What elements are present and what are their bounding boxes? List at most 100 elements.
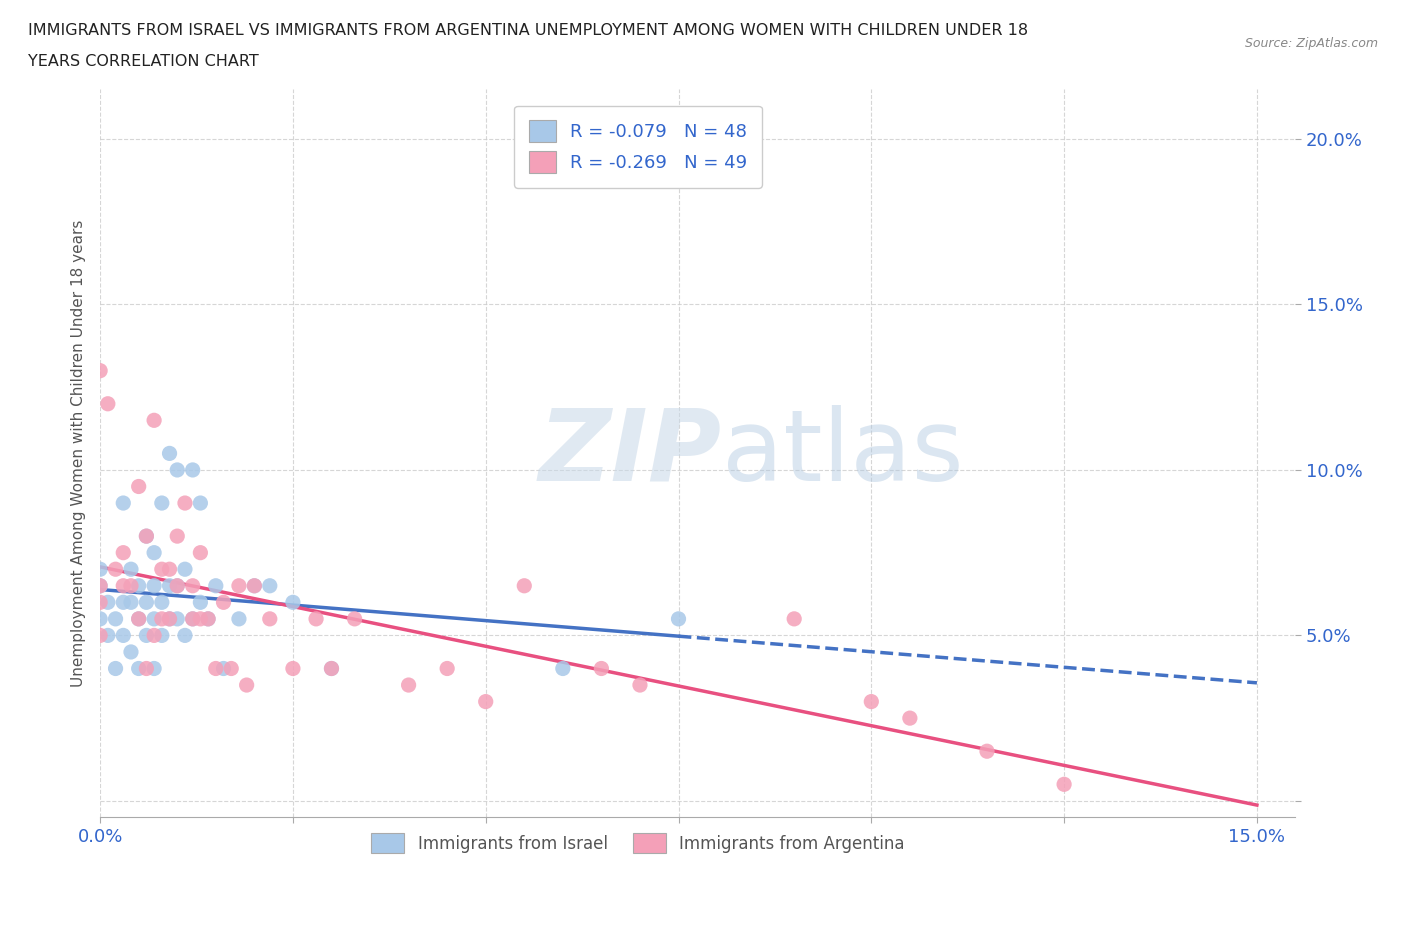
Point <box>89 595 111 610</box>
Point <box>219 661 242 676</box>
Point <box>783 611 806 626</box>
Point <box>513 578 536 593</box>
Point <box>668 611 690 626</box>
Point <box>89 578 111 593</box>
Point <box>150 611 173 626</box>
Point <box>150 562 173 577</box>
Point <box>166 578 188 593</box>
Point <box>190 611 212 626</box>
Point <box>128 578 150 593</box>
Point <box>166 611 188 626</box>
Point <box>89 611 111 626</box>
Point <box>112 496 135 511</box>
Point <box>591 661 613 676</box>
Point <box>228 578 250 593</box>
Point <box>143 628 166 643</box>
Point <box>159 611 181 626</box>
Point <box>120 578 142 593</box>
Point <box>143 578 166 593</box>
Point <box>860 694 883 709</box>
Point <box>235 678 257 693</box>
Point <box>159 578 181 593</box>
Point <box>281 595 304 610</box>
Point <box>181 611 204 626</box>
Point <box>181 578 204 593</box>
Point <box>143 545 166 560</box>
Point <box>228 611 250 626</box>
Point <box>104 562 127 577</box>
Point <box>343 611 366 626</box>
Point <box>120 644 142 659</box>
Point <box>143 611 166 626</box>
Point <box>128 611 150 626</box>
Point <box>135 595 157 610</box>
Point <box>159 446 181 461</box>
Point <box>150 496 173 511</box>
Point <box>112 545 135 560</box>
Point <box>259 578 281 593</box>
Point <box>135 528 157 543</box>
Point <box>628 678 651 693</box>
Point <box>281 661 304 676</box>
Point <box>159 562 181 577</box>
Point <box>143 661 166 676</box>
Point <box>551 661 574 676</box>
Point <box>166 528 188 543</box>
Point <box>259 611 281 626</box>
Point <box>135 528 157 543</box>
Point <box>128 479 150 494</box>
Point <box>321 661 343 676</box>
Text: IMMIGRANTS FROM ISRAEL VS IMMIGRANTS FROM ARGENTINA UNEMPLOYMENT AMONG WOMEN WIT: IMMIGRANTS FROM ISRAEL VS IMMIGRANTS FRO… <box>28 23 1028 38</box>
Text: Source: ZipAtlas.com: Source: ZipAtlas.com <box>1244 37 1378 50</box>
Point <box>204 578 226 593</box>
Point <box>204 661 226 676</box>
Point <box>97 595 120 610</box>
Point <box>104 611 127 626</box>
Point <box>1053 777 1076 791</box>
Point <box>166 462 188 477</box>
Point <box>104 661 127 676</box>
Point <box>174 496 197 511</box>
Point <box>89 578 111 593</box>
Point <box>150 595 173 610</box>
Point <box>112 578 135 593</box>
Point <box>976 744 998 759</box>
Point <box>190 545 212 560</box>
Point <box>89 562 111 577</box>
Legend: Immigrants from Israel, Immigrants from Argentina: Immigrants from Israel, Immigrants from … <box>364 827 911 860</box>
Point <box>190 595 212 610</box>
Point <box>181 462 204 477</box>
Point <box>181 611 204 626</box>
Text: YEARS CORRELATION CHART: YEARS CORRELATION CHART <box>28 54 259 69</box>
Point <box>321 661 343 676</box>
Point <box>159 611 181 626</box>
Point <box>243 578 266 593</box>
Point <box>89 628 111 643</box>
Point <box>128 661 150 676</box>
Point <box>128 611 150 626</box>
Point <box>97 628 120 643</box>
Point <box>212 595 235 610</box>
Point <box>243 578 266 593</box>
Point <box>120 595 142 610</box>
Point <box>197 611 219 626</box>
Point <box>166 578 188 593</box>
Point <box>135 661 157 676</box>
Point <box>135 628 157 643</box>
Point <box>197 611 219 626</box>
Point <box>305 611 328 626</box>
Point <box>436 661 458 676</box>
Point <box>190 496 212 511</box>
Text: ZIP: ZIP <box>538 405 721 502</box>
Point <box>212 661 235 676</box>
Point <box>112 595 135 610</box>
Point <box>97 396 120 411</box>
Point <box>89 364 111 379</box>
Y-axis label: Unemployment Among Women with Children Under 18 years: Unemployment Among Women with Children U… <box>72 219 86 687</box>
Point <box>474 694 496 709</box>
Point <box>112 628 135 643</box>
Point <box>150 628 173 643</box>
Text: atlas: atlas <box>721 405 963 502</box>
Point <box>398 678 420 693</box>
Point <box>174 562 197 577</box>
